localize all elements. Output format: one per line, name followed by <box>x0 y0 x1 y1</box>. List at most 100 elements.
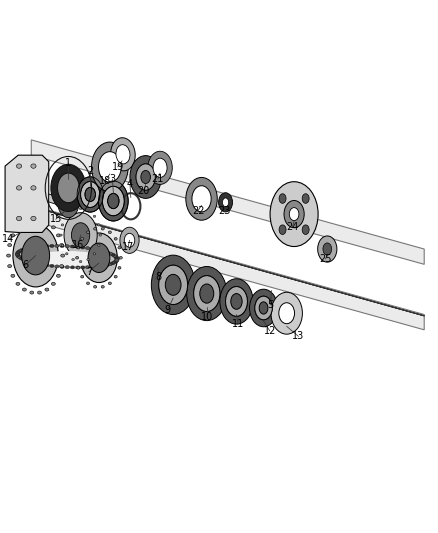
Ellipse shape <box>16 252 20 255</box>
Ellipse shape <box>30 217 34 220</box>
Text: 25: 25 <box>319 254 332 264</box>
Ellipse shape <box>40 245 45 248</box>
Polygon shape <box>49 194 73 210</box>
Ellipse shape <box>106 251 110 254</box>
Text: 12: 12 <box>264 326 276 336</box>
Ellipse shape <box>50 245 54 247</box>
Ellipse shape <box>87 209 89 212</box>
Ellipse shape <box>45 264 49 267</box>
Polygon shape <box>341 293 350 295</box>
Ellipse shape <box>186 177 217 220</box>
Ellipse shape <box>81 276 84 278</box>
Ellipse shape <box>60 265 64 269</box>
Ellipse shape <box>25 247 29 250</box>
Ellipse shape <box>290 208 299 221</box>
Ellipse shape <box>94 228 97 230</box>
Ellipse shape <box>114 255 118 259</box>
Ellipse shape <box>318 236 337 262</box>
Ellipse shape <box>86 282 89 285</box>
Ellipse shape <box>61 254 65 257</box>
Text: 9: 9 <box>164 305 170 315</box>
Ellipse shape <box>16 226 20 229</box>
Ellipse shape <box>57 274 60 277</box>
Ellipse shape <box>31 216 36 221</box>
Polygon shape <box>315 286 337 292</box>
Ellipse shape <box>87 259 89 261</box>
Ellipse shape <box>8 244 12 247</box>
Ellipse shape <box>40 263 45 266</box>
Ellipse shape <box>81 182 100 207</box>
Text: 23: 23 <box>218 206 230 216</box>
Ellipse shape <box>15 253 20 256</box>
Ellipse shape <box>165 274 181 295</box>
Ellipse shape <box>77 246 80 249</box>
Ellipse shape <box>22 248 26 251</box>
Text: 6: 6 <box>22 260 28 270</box>
Ellipse shape <box>81 233 117 282</box>
Ellipse shape <box>101 286 104 288</box>
Ellipse shape <box>102 186 124 216</box>
Ellipse shape <box>102 250 106 253</box>
Ellipse shape <box>65 265 70 269</box>
Ellipse shape <box>50 264 54 268</box>
Polygon shape <box>53 213 79 220</box>
Ellipse shape <box>81 238 84 240</box>
Ellipse shape <box>75 266 80 269</box>
Text: 18: 18 <box>99 176 111 187</box>
Ellipse shape <box>25 259 29 262</box>
Ellipse shape <box>51 282 55 285</box>
Ellipse shape <box>13 224 58 287</box>
Ellipse shape <box>223 198 229 207</box>
Ellipse shape <box>130 156 161 198</box>
Ellipse shape <box>152 255 195 314</box>
Ellipse shape <box>61 244 64 246</box>
Ellipse shape <box>271 292 302 334</box>
Ellipse shape <box>231 294 242 309</box>
Ellipse shape <box>45 220 49 223</box>
Ellipse shape <box>159 265 187 304</box>
Ellipse shape <box>220 279 253 324</box>
Ellipse shape <box>255 296 272 320</box>
Ellipse shape <box>51 164 86 212</box>
Ellipse shape <box>77 177 103 212</box>
Ellipse shape <box>114 238 117 240</box>
Ellipse shape <box>141 171 151 183</box>
Ellipse shape <box>192 185 211 212</box>
Text: 24: 24 <box>286 222 299 232</box>
Ellipse shape <box>259 302 268 314</box>
Ellipse shape <box>255 296 272 320</box>
Ellipse shape <box>22 220 26 223</box>
Ellipse shape <box>57 234 60 237</box>
Text: 2: 2 <box>87 166 93 176</box>
Ellipse shape <box>30 251 105 266</box>
Ellipse shape <box>226 287 247 316</box>
Ellipse shape <box>94 265 99 268</box>
Ellipse shape <box>76 256 79 259</box>
Ellipse shape <box>60 244 64 247</box>
Ellipse shape <box>113 254 117 257</box>
Ellipse shape <box>64 213 97 257</box>
Text: 1: 1 <box>65 158 71 167</box>
Ellipse shape <box>65 245 70 248</box>
Ellipse shape <box>38 217 42 220</box>
Text: 19: 19 <box>112 162 124 172</box>
Ellipse shape <box>61 224 64 226</box>
Ellipse shape <box>85 188 95 201</box>
Ellipse shape <box>71 223 90 247</box>
Polygon shape <box>97 225 110 228</box>
Ellipse shape <box>17 185 21 190</box>
Ellipse shape <box>118 246 121 249</box>
Ellipse shape <box>115 256 119 260</box>
Ellipse shape <box>97 244 100 246</box>
Ellipse shape <box>159 265 187 304</box>
Ellipse shape <box>93 253 96 255</box>
Ellipse shape <box>55 265 59 268</box>
Ellipse shape <box>194 276 220 311</box>
Ellipse shape <box>194 276 220 311</box>
Text: 4: 4 <box>127 180 133 189</box>
Ellipse shape <box>79 261 82 263</box>
Ellipse shape <box>119 256 122 259</box>
Polygon shape <box>132 235 145 238</box>
Polygon shape <box>201 254 219 259</box>
Ellipse shape <box>16 254 20 257</box>
